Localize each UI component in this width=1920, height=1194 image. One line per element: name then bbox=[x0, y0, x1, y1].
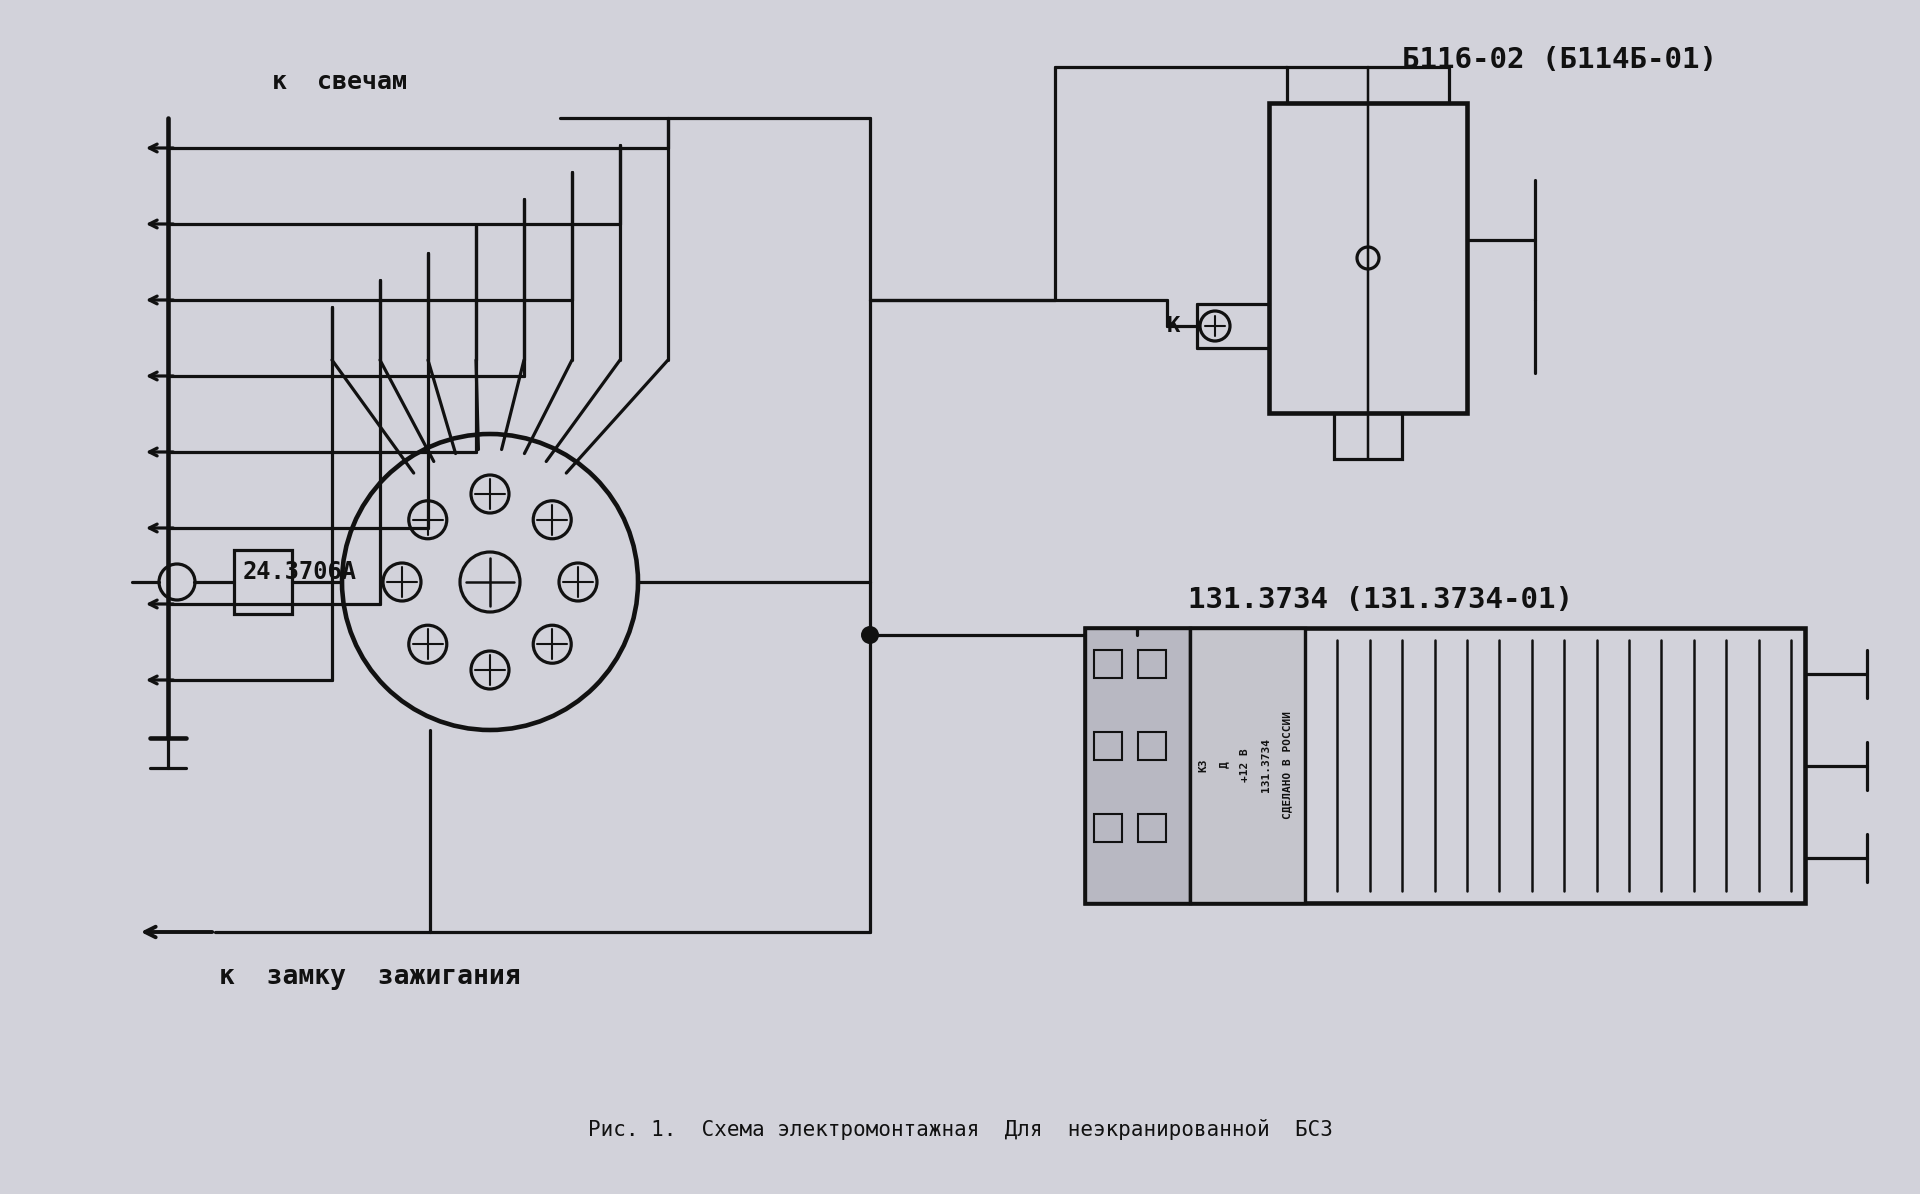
Bar bbox=[1190, 628, 1306, 903]
Bar bbox=[1085, 628, 1805, 903]
Bar bbox=[1139, 814, 1165, 842]
Bar bbox=[1094, 732, 1121, 761]
Circle shape bbox=[860, 626, 879, 644]
Text: Рис. 1.  Схема электромонтажная  Для  неэкранированной  БСЗ: Рис. 1. Схема электромонтажная Для неэкр… bbox=[588, 1120, 1332, 1140]
Text: 131.3734 (131.3734-01): 131.3734 (131.3734-01) bbox=[1187, 586, 1572, 614]
Bar bbox=[1094, 814, 1121, 842]
Text: СДЕЛАНО В РОССИИ: СДЕЛАНО В РОССИИ bbox=[1283, 710, 1292, 819]
Text: к  свечам: к свечам bbox=[273, 70, 407, 94]
Bar bbox=[1269, 103, 1467, 413]
Text: Б116-02 (Б114Б-01): Б116-02 (Б114Б-01) bbox=[1402, 47, 1718, 74]
Bar bbox=[234, 550, 292, 614]
Bar bbox=[1085, 628, 1190, 903]
Text: КЗ: КЗ bbox=[1198, 758, 1208, 771]
Bar bbox=[1190, 628, 1306, 903]
Text: К: К bbox=[1165, 316, 1179, 336]
Bar bbox=[1286, 67, 1450, 103]
Text: Д: Д bbox=[1219, 762, 1229, 769]
Bar bbox=[1094, 650, 1121, 678]
Bar bbox=[1334, 413, 1402, 458]
Bar bbox=[1139, 732, 1165, 761]
Text: к  замку  зажигания: к замку зажигания bbox=[219, 964, 520, 990]
Bar bbox=[1139, 650, 1165, 678]
Bar bbox=[1085, 628, 1190, 903]
Text: +12 В: +12 В bbox=[1240, 749, 1250, 782]
Text: 24.3706А: 24.3706А bbox=[244, 560, 357, 584]
Text: 131.3734: 131.3734 bbox=[1261, 738, 1271, 792]
